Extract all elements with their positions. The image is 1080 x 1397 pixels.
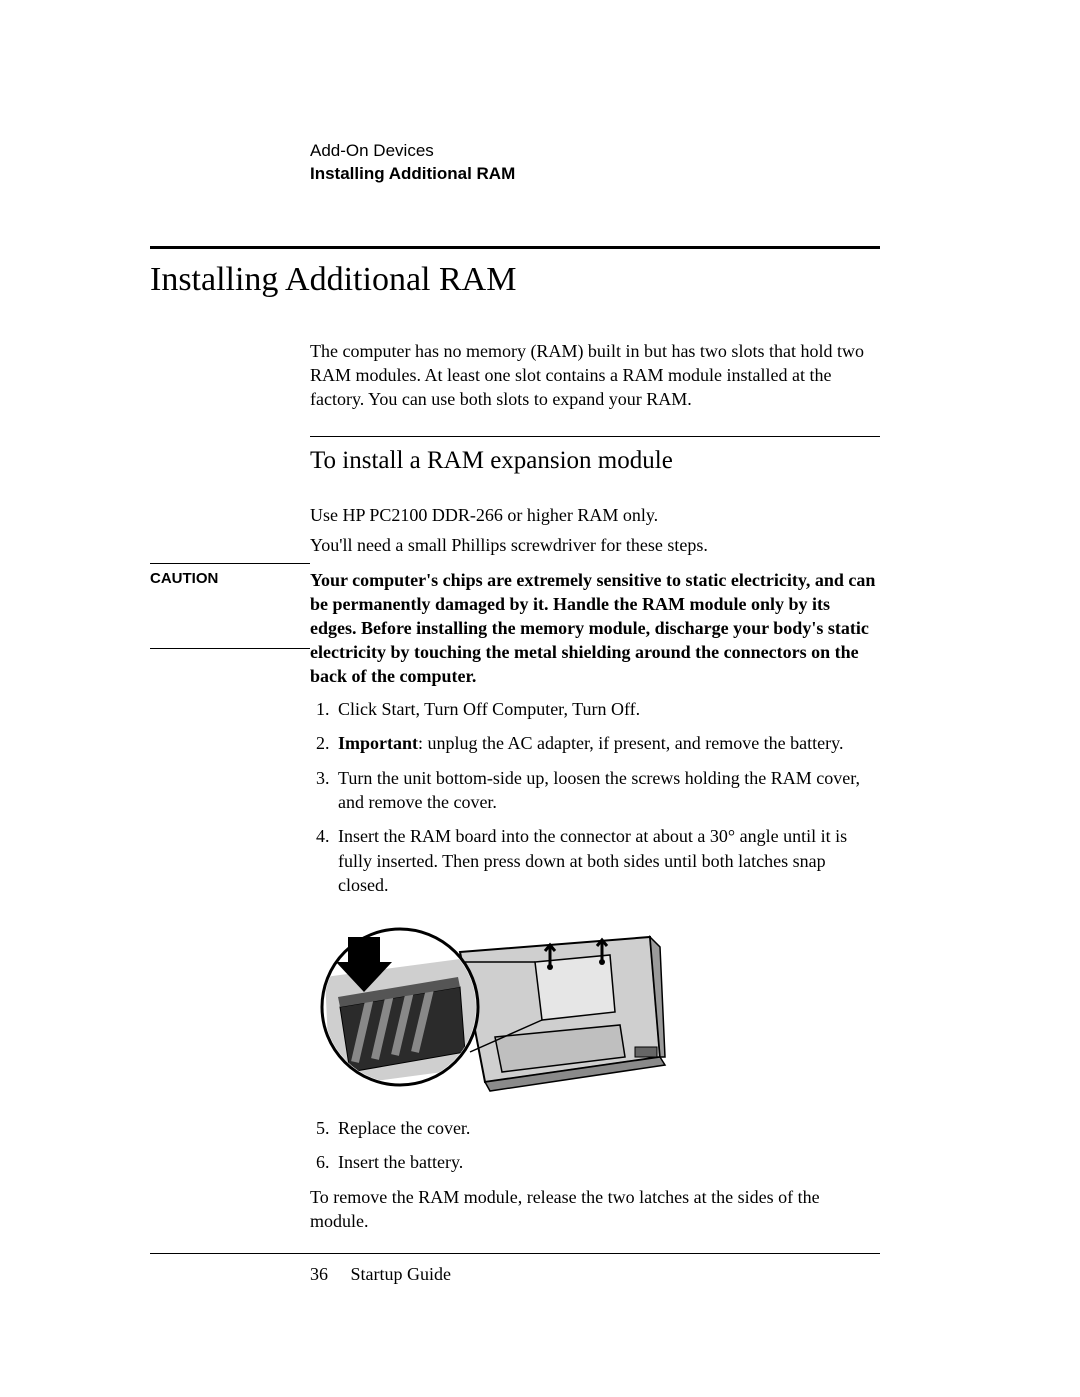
- laptop-diagram-icon: [310, 907, 670, 1097]
- step-2-rest: : unplug the AC adapter, if present, and…: [418, 733, 843, 753]
- running-header: Add-On Devices Installing Additional RAM: [310, 140, 880, 186]
- page-footer: 36 Startup Guide: [310, 1264, 880, 1285]
- step-list: Click Start, Turn Off Computer, Turn Off…: [310, 697, 880, 897]
- chapter-name: Add-On Devices: [310, 140, 880, 163]
- subheading: To install a RAM expansion module: [310, 447, 880, 475]
- page-number: 36: [310, 1264, 328, 1284]
- section-name: Installing Additional RAM: [310, 163, 880, 186]
- pre-step-1: Use HP PC2100 DDR-266 or higher RAM only…: [310, 503, 880, 527]
- caution-label-box: CAUTION: [150, 563, 310, 649]
- step-6: Insert the battery.: [334, 1150, 880, 1174]
- step-3: Turn the unit bottom-side up, loosen the…: [334, 766, 880, 815]
- title-rule: [150, 246, 880, 249]
- caution-text: Your computer's chips are extremely sens…: [310, 563, 880, 689]
- step-2-bold: Important: [338, 733, 418, 753]
- step-2: Important: unplug the AC adapter, if pre…: [334, 731, 880, 755]
- step-4: Insert the RAM board into the connector …: [334, 824, 880, 897]
- ram-install-figure: [310, 907, 880, 1102]
- section-rule: [310, 436, 880, 437]
- step-list-continued: Replace the cover. Insert the battery.: [310, 1116, 880, 1175]
- footer-rule: [150, 1253, 880, 1254]
- step-1: Click Start, Turn Off Computer, Turn Off…: [334, 697, 880, 721]
- intro-paragraph: The computer has no memory (RAM) built i…: [310, 339, 880, 412]
- step-5: Replace the cover.: [334, 1116, 880, 1140]
- pre-step-2: You'll need a small Phillips screwdriver…: [310, 533, 880, 557]
- page-title: Installing Additional RAM: [150, 261, 880, 299]
- caution-block: CAUTION Your computer's chips are extrem…: [150, 563, 880, 689]
- doc-title: Startup Guide: [351, 1264, 452, 1284]
- caution-label: CAUTION: [150, 570, 218, 587]
- post-note: To remove the RAM module, release the tw…: [310, 1185, 880, 1234]
